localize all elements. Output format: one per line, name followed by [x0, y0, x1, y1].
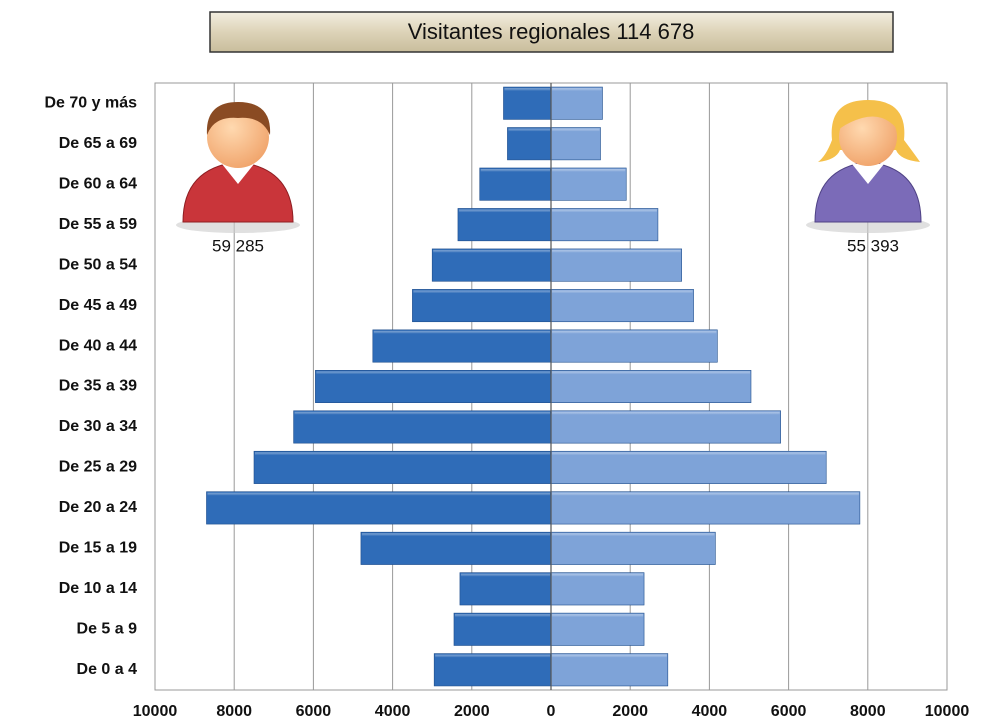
y-tick-label: De 30 a 34: [59, 418, 137, 435]
y-tick-label: De 25 a 29: [59, 459, 137, 476]
x-tick-label: 2000: [612, 703, 648, 720]
x-tick-label: 4000: [375, 703, 411, 720]
x-tick-label: 8000: [850, 703, 886, 720]
x-tick-label: 0: [547, 703, 556, 720]
bar-shine: [255, 452, 550, 463]
x-tick-label: 10000: [925, 703, 970, 720]
y-tick-label: De 50 a 54: [59, 256, 137, 273]
bar-shine: [552, 412, 780, 423]
y-tick-label: De 70 y más: [44, 94, 137, 111]
y-tick-label: De 35 a 39: [59, 378, 137, 395]
bar-shine: [552, 614, 643, 625]
bar-shine: [552, 88, 601, 99]
bar-shine: [481, 169, 550, 180]
y-tick-label: De 40 a 44: [59, 337, 137, 354]
x-tick-label: 10000: [133, 703, 178, 720]
bar-shine: [552, 169, 625, 180]
y-tick-label: De 65 a 69: [59, 135, 137, 152]
bar-shine: [552, 574, 643, 585]
x-tick-label: 8000: [216, 703, 252, 720]
x-tick-label: 4000: [692, 703, 728, 720]
bar-shine: [374, 331, 550, 342]
bar-shine: [552, 209, 657, 220]
bar-shine: [552, 129, 600, 140]
female-icon: [806, 100, 930, 233]
male-icon: [176, 102, 300, 233]
y-tick-label: De 60 a 64: [59, 175, 137, 192]
chart: Visitantes regionales 114 678 10000 8000 6…: [0, 0, 981, 723]
y-tick-label: De 55 a 59: [59, 216, 137, 233]
x-tick-label: 2000: [454, 703, 490, 720]
y-tick-label: De 15 a 19: [59, 540, 137, 557]
y-tick-label: De 10 a 14: [59, 580, 137, 597]
bar-shine: [459, 209, 550, 220]
y-tick-label: De 20 a 24: [59, 499, 137, 516]
bar-shine: [552, 452, 825, 463]
series-total: 59 285: [212, 236, 264, 255]
series-total: 55 393: [847, 236, 899, 255]
bar-shine: [504, 88, 550, 99]
x-tick-label: 6000: [296, 703, 332, 720]
bar-shine: [552, 533, 714, 544]
bar-shine: [552, 493, 859, 504]
bar-shine: [461, 574, 550, 585]
x-tick-label: 6000: [771, 703, 807, 720]
bar-shine: [413, 290, 550, 301]
bar-shine: [362, 533, 550, 544]
bar-shine: [316, 371, 550, 382]
bar-shine: [552, 250, 681, 261]
bar-shine: [552, 331, 716, 342]
y-tick-label: De 45 a 49: [59, 297, 137, 314]
bar-shine: [207, 493, 550, 504]
bar-shine: [455, 614, 550, 625]
y-tick-label: De 5 a 9: [77, 621, 138, 638]
bar-shine: [552, 290, 693, 301]
bar-shine: [508, 129, 550, 140]
chart-title: Visitantes regionales 114 678: [408, 19, 695, 44]
bar-shine: [433, 250, 550, 261]
y-tick-label: De 0 a 4: [77, 661, 138, 678]
bar-shine: [295, 412, 550, 423]
bar-shine: [552, 371, 750, 382]
bar-shine: [435, 655, 550, 666]
bar-shine: [552, 655, 667, 666]
